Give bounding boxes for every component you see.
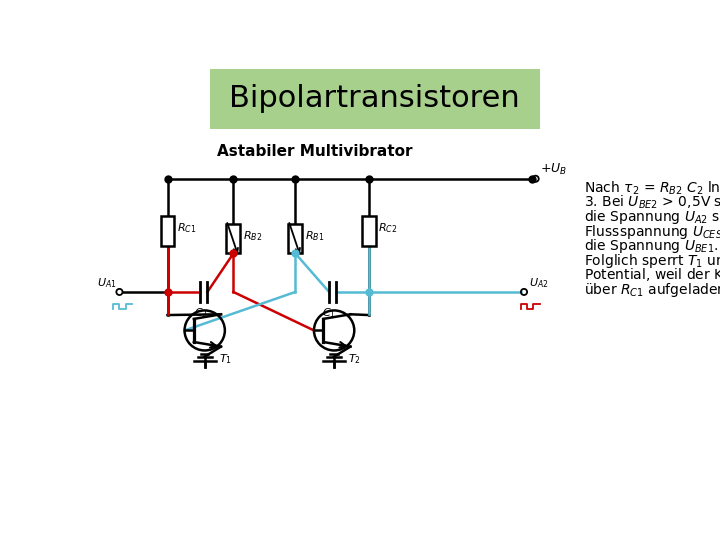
Text: Bipolartransistoren: Bipolartransistoren — [230, 84, 520, 113]
Text: $+U_B$: $+U_B$ — [540, 162, 567, 177]
Text: 3. Bei $U_{BE2}$ > 0,5V steuert $T_2$ durch,: 3. Bei $U_{BE2}$ > 0,5V steuert $T_2$ du… — [585, 193, 720, 211]
Bar — [161, 217, 174, 246]
Text: über $R_{C1}$ aufgeladen wird.: über $R_{C1}$ aufgeladen wird. — [585, 281, 720, 299]
Text: $T_2$: $T_2$ — [348, 352, 361, 366]
Bar — [226, 224, 240, 253]
Text: $R_{B1}$: $R_{B1}$ — [305, 229, 324, 242]
Text: $U_{A1}$: $U_{A1}$ — [97, 276, 117, 289]
Text: $T_1$: $T_1$ — [219, 352, 232, 366]
Text: $R_{C2}$: $R_{C2}$ — [378, 221, 397, 235]
Text: Nach $\tau_2$ = $R_{B2}$ $C_2$ ln2 folgt:: Nach $\tau_2$ = $R_{B2}$ $C_2$ ln2 folgt… — [585, 179, 720, 197]
Text: Astabiler Multivibrator: Astabiler Multivibrator — [217, 144, 413, 159]
Text: die Spannung $U_{BE1}$.: die Spannung $U_{BE1}$. — [585, 237, 719, 255]
Bar — [289, 224, 302, 253]
Text: Flussspannung $U_{CES}$ =0,2V, ebenso: Flussspannung $U_{CES}$ =0,2V, ebenso — [585, 222, 720, 241]
Text: $C_2$: $C_2$ — [194, 306, 208, 320]
Text: Potential, weil der Kondensator $C_2$: Potential, weil der Kondensator $C_2$ — [585, 267, 720, 284]
Text: $U_{A2}$: $U_{A2}$ — [528, 276, 548, 289]
Text: die Spannung $U_{A2}$ sinkt auf die: die Spannung $U_{A2}$ sinkt auf die — [585, 208, 720, 226]
Text: $C_1$: $C_1$ — [323, 306, 336, 320]
Text: Folglich sperrt $T_1$ und $U_{A1}$ wird hohes: Folglich sperrt $T_1$ und $U_{A1}$ wird … — [585, 252, 720, 270]
Bar — [362, 217, 376, 246]
FancyBboxPatch shape — [210, 69, 539, 129]
Text: $R_{C1}$: $R_{C1}$ — [177, 221, 197, 235]
Text: $R_{B2}$: $R_{B2}$ — [243, 229, 262, 242]
